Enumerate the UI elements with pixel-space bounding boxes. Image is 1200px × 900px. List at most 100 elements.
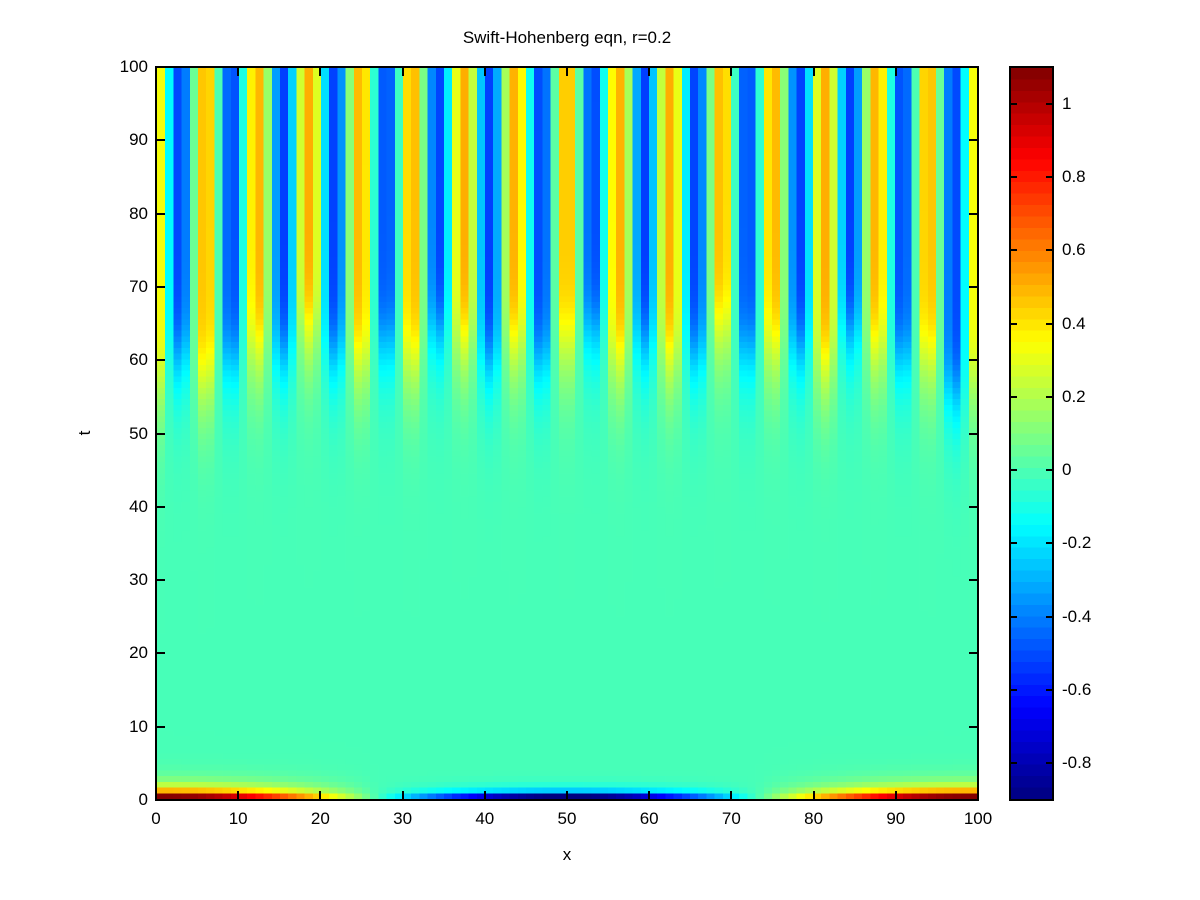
colorbar-tick-label: 1 xyxy=(1062,93,1072,113)
heatmap-canvas xyxy=(157,68,977,799)
y-tick-label: 100 xyxy=(119,57,148,76)
x-axis-tick xyxy=(483,791,486,799)
colorbar-tick-label: -0.4 xyxy=(1062,606,1092,626)
colorbar-tick-label: -0.6 xyxy=(1062,680,1092,700)
colorbar-tick-label: -0.8 xyxy=(1062,753,1092,773)
colorbar-tick xyxy=(1011,102,1017,105)
colorbar-tick xyxy=(1046,322,1052,325)
colorbar-tick-label: 0 xyxy=(1062,460,1072,480)
x-tick-label: 70 xyxy=(721,809,741,828)
y-axis-tick xyxy=(969,139,977,142)
colorbar-tick xyxy=(1011,542,1017,545)
y-tick-label: 30 xyxy=(129,570,148,590)
y-axis-tick xyxy=(969,66,977,68)
y-axis-tick xyxy=(157,359,165,362)
x-tick-label: 10 xyxy=(228,809,248,828)
y-axis-tick xyxy=(157,139,165,142)
y-tick-label: 40 xyxy=(129,496,148,516)
x-axis-tick xyxy=(237,68,240,76)
x-axis-tick xyxy=(319,68,322,76)
y-axis-tick xyxy=(969,652,977,655)
colorbar-tick xyxy=(1046,249,1052,252)
colorbar-tick-label: 0.4 xyxy=(1062,313,1086,333)
colorbar-canvas xyxy=(1011,68,1052,799)
y-axis-tick xyxy=(969,432,977,435)
x-axis-tick xyxy=(812,68,815,76)
x-axis-tick xyxy=(894,68,897,76)
colorbar-tick xyxy=(1046,615,1052,618)
y-axis-tick xyxy=(969,799,977,801)
y-axis-tick xyxy=(969,505,977,508)
y-axis-tick xyxy=(157,505,165,508)
y-axis-tick xyxy=(157,652,165,655)
x-axis-tick xyxy=(648,68,651,76)
y-tick-label: 20 xyxy=(129,643,148,663)
y-axis-tick xyxy=(969,285,977,288)
x-tick-label: 20 xyxy=(310,809,330,828)
y-axis-tick xyxy=(157,725,165,728)
x-axis-tick xyxy=(812,791,815,799)
x-tick-label: 90 xyxy=(886,809,906,828)
colorbar xyxy=(1009,66,1054,801)
x-tick-label: 50 xyxy=(557,809,577,828)
y-tick-label: 10 xyxy=(129,716,148,736)
y-axis-tick xyxy=(969,359,977,362)
x-axis-tick xyxy=(155,791,157,799)
x-axis-tick xyxy=(648,791,651,799)
x-axis-tick xyxy=(155,68,157,76)
x-axis-tick xyxy=(730,68,733,76)
x-axis-tick xyxy=(977,791,979,799)
x-tick-label: 30 xyxy=(393,809,413,828)
x-axis-label: x xyxy=(562,845,572,864)
colorbar-tick-label: 0.6 xyxy=(1062,240,1086,260)
plot-title: Swift-Hohenberg eqn, r=0.2 xyxy=(462,28,672,47)
y-axis-tick xyxy=(157,432,165,435)
colorbar-tick xyxy=(1011,322,1017,325)
colorbar-tick xyxy=(1046,469,1052,472)
x-tick-label: 100 xyxy=(963,809,993,828)
colorbar-tick xyxy=(1011,689,1017,692)
colorbar-tick xyxy=(1046,542,1052,545)
x-axis-tick xyxy=(730,791,733,799)
y-axis-tick xyxy=(157,285,165,288)
x-axis-tick xyxy=(566,791,568,799)
y-axis-tick xyxy=(157,212,165,215)
x-tick-label: 0 xyxy=(151,809,161,828)
x-axis-tick xyxy=(401,68,404,76)
y-axis-tick xyxy=(969,579,977,582)
y-axis-tick xyxy=(969,725,977,728)
y-tick-label: 80 xyxy=(129,203,148,223)
x-axis-tick xyxy=(566,68,568,76)
y-tick-label: 50 xyxy=(129,423,148,443)
colorbar-tick-label: -0.2 xyxy=(1062,533,1092,553)
x-axis-tick xyxy=(401,791,404,799)
y-axis-tick xyxy=(157,799,165,801)
colorbar-tick xyxy=(1046,175,1052,178)
colorbar-tick xyxy=(1011,395,1017,398)
y-tick-label: 70 xyxy=(129,276,148,296)
x-tick-label: 60 xyxy=(639,809,659,828)
colorbar-tick xyxy=(1046,689,1052,692)
colorbar-tick xyxy=(1046,102,1052,105)
heatmap-axes xyxy=(155,66,979,801)
y-axis-tick xyxy=(969,212,977,215)
x-axis-tick xyxy=(894,791,897,799)
colorbar-tick xyxy=(1046,762,1052,765)
colorbar-tick xyxy=(1011,249,1017,252)
y-axis-tick xyxy=(157,579,165,582)
colorbar-tick xyxy=(1011,469,1017,472)
y-tick-label: 60 xyxy=(129,350,148,370)
colorbar-tick-label: 0.2 xyxy=(1062,386,1086,406)
x-tick-label: 80 xyxy=(804,809,824,828)
colorbar-tick xyxy=(1011,615,1017,618)
y-axis-tick xyxy=(157,66,165,68)
x-axis-tick xyxy=(977,68,979,76)
y-tick-label: 0 xyxy=(138,790,148,809)
x-axis-tick xyxy=(319,791,322,799)
colorbar-tick-label: 0.8 xyxy=(1062,166,1086,186)
x-axis-tick xyxy=(483,68,486,76)
y-tick-label: 90 xyxy=(129,130,148,150)
colorbar-tick xyxy=(1011,175,1017,178)
colorbar-tick xyxy=(1046,395,1052,398)
